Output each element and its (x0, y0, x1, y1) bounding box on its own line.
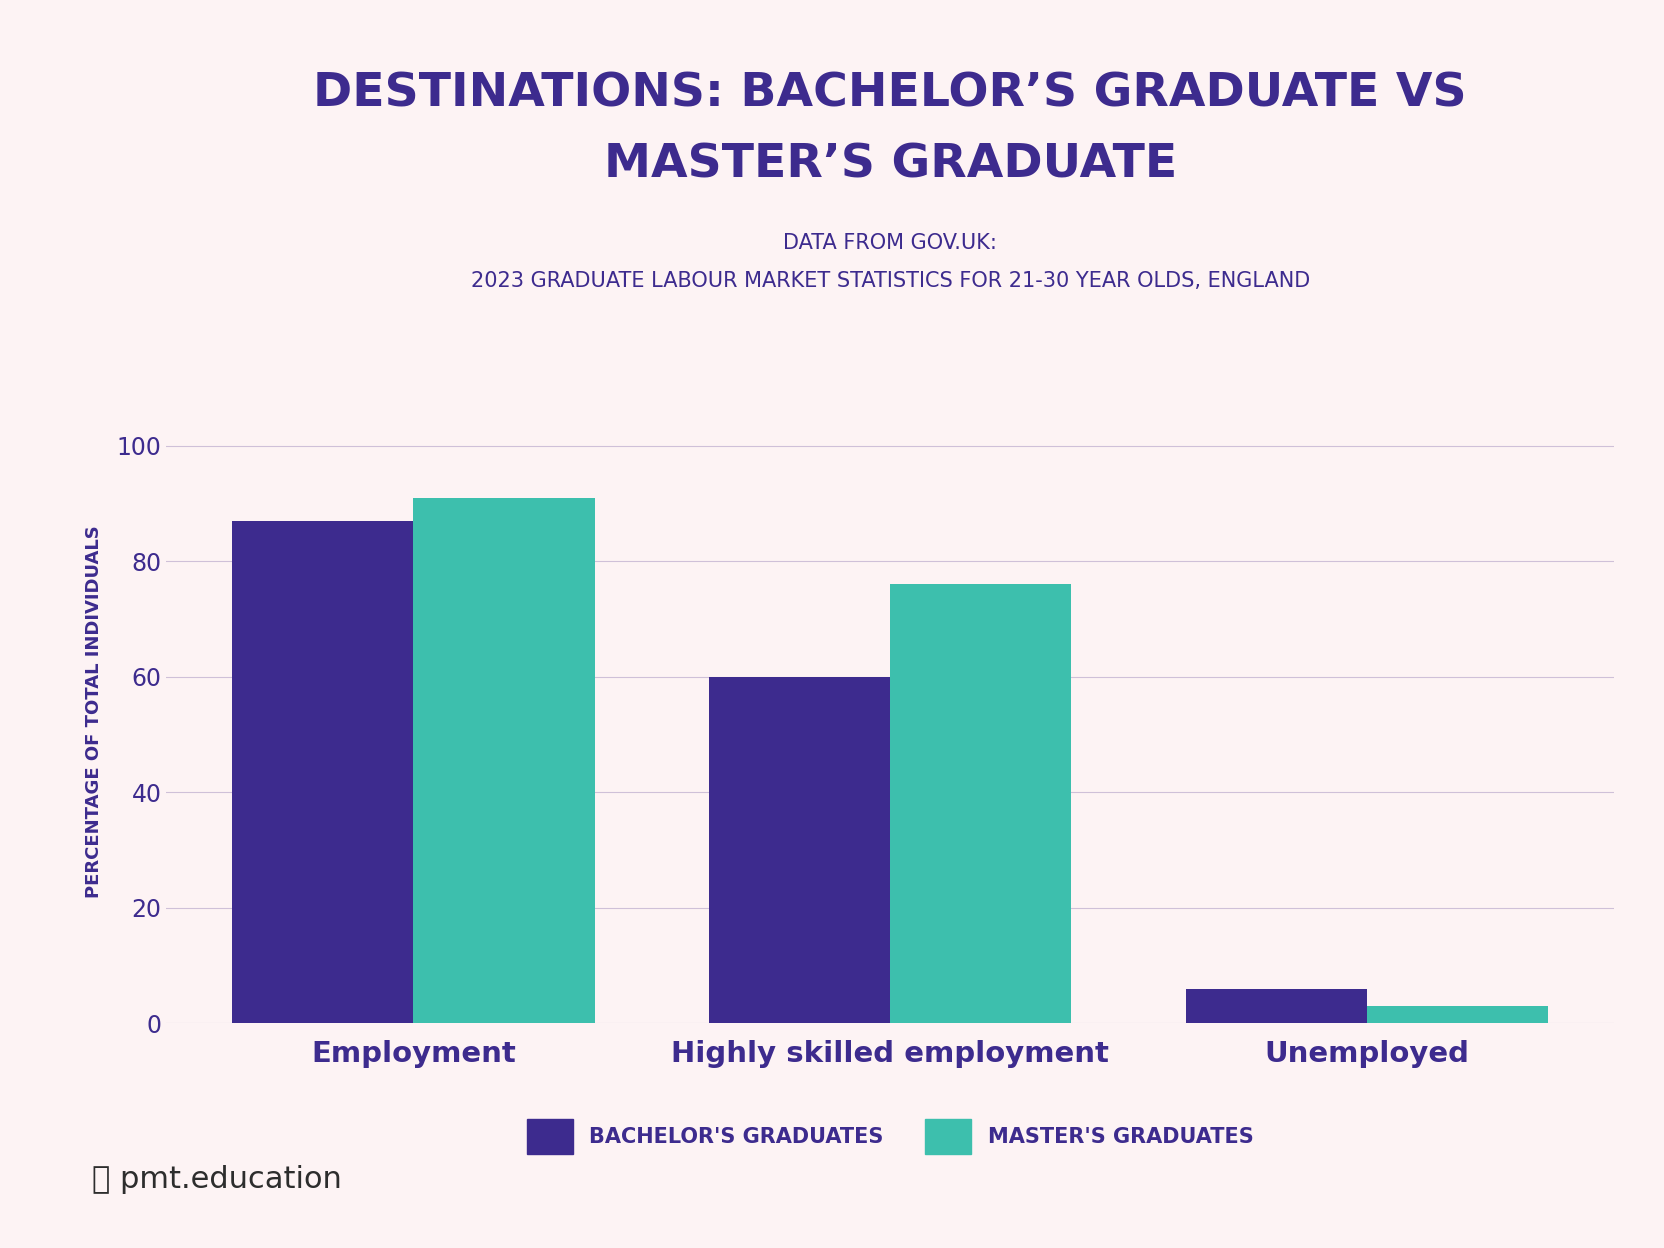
Text: DESTINATIONS: BACHELOR’S GRADUATE VS: DESTINATIONS: BACHELOR’S GRADUATE VS (313, 71, 1468, 116)
Bar (890, 584, 1072, 1023)
Text: DATA FROM GOV.UK:: DATA FROM GOV.UK: (784, 233, 997, 253)
Text: 📚 pmt.education: 📚 pmt.education (92, 1164, 341, 1194)
Y-axis label: PERCENTAGE OF TOTAL INDIVIDUALS: PERCENTAGE OF TOTAL INDIVIDUALS (85, 525, 103, 897)
Bar (233, 520, 413, 1023)
Bar (1186, 988, 1368, 1023)
Bar (413, 498, 594, 1023)
Bar (1368, 1006, 1548, 1023)
Text: MASTER’S GRADUATE: MASTER’S GRADUATE (604, 142, 1176, 187)
Bar (709, 676, 890, 1023)
Text: 2023 GRADUATE LABOUR MARKET STATISTICS FOR 21-30 YEAR OLDS, ENGLAND: 2023 GRADUATE LABOUR MARKET STATISTICS F… (471, 271, 1310, 291)
Legend: BACHELOR'S GRADUATES, MASTER'S GRADUATES: BACHELOR'S GRADUATES, MASTER'S GRADUATES (506, 1098, 1275, 1176)
